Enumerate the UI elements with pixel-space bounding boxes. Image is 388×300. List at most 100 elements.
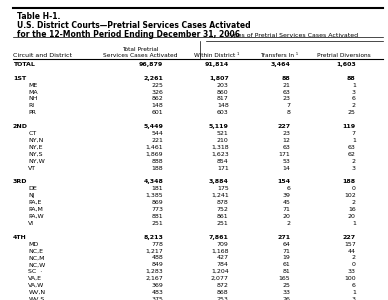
- Text: 71: 71: [282, 248, 290, 253]
- Text: 3RD: 3RD: [13, 179, 28, 184]
- Text: 221: 221: [151, 138, 163, 143]
- Text: 369: 369: [151, 283, 163, 288]
- Text: PR: PR: [28, 110, 36, 115]
- Text: Types of Pretrial Services Cases Activated: Types of Pretrial Services Cases Activat…: [227, 33, 359, 38]
- Text: 33: 33: [348, 269, 356, 274]
- Text: 88: 88: [282, 76, 290, 81]
- Text: 1,869: 1,869: [146, 152, 163, 157]
- Text: 6: 6: [286, 186, 290, 191]
- Text: 881: 881: [152, 214, 163, 219]
- Text: 63: 63: [282, 145, 290, 150]
- Text: 20: 20: [348, 214, 356, 219]
- Text: 19: 19: [282, 255, 290, 260]
- Text: 1,623: 1,623: [211, 152, 229, 157]
- Text: 102: 102: [344, 193, 356, 198]
- Text: 878: 878: [217, 200, 229, 205]
- Text: 601: 601: [152, 110, 163, 115]
- Text: 862: 862: [151, 96, 163, 101]
- Text: 1: 1: [352, 290, 356, 295]
- Text: PA,W: PA,W: [28, 214, 44, 219]
- Text: 2: 2: [352, 103, 356, 108]
- Text: 20: 20: [282, 214, 290, 219]
- Text: NH: NH: [28, 96, 38, 101]
- Text: 7: 7: [352, 131, 356, 136]
- Text: 3,464: 3,464: [270, 62, 290, 67]
- Text: 603: 603: [217, 110, 229, 115]
- Text: 148: 148: [217, 103, 229, 108]
- Text: 1,283: 1,283: [146, 269, 163, 274]
- Text: 148: 148: [151, 103, 163, 108]
- Text: 2: 2: [352, 255, 356, 260]
- Text: Within District ¹: Within District ¹: [194, 53, 240, 58]
- Text: 3: 3: [352, 297, 356, 300]
- Text: 14: 14: [282, 166, 290, 170]
- Text: Total Pretrial
Services Cases Activated: Total Pretrial Services Cases Activated: [103, 47, 177, 58]
- Text: 849: 849: [151, 262, 163, 267]
- Text: 6: 6: [352, 283, 356, 288]
- Text: 181: 181: [152, 186, 163, 191]
- Text: 25: 25: [348, 110, 356, 115]
- Text: 1: 1: [352, 221, 356, 226]
- Text: 2: 2: [352, 200, 356, 205]
- Text: 752: 752: [217, 207, 229, 212]
- Text: 119: 119: [343, 124, 356, 129]
- Text: 1,217: 1,217: [146, 248, 163, 253]
- Text: 23: 23: [282, 131, 290, 136]
- Text: 888: 888: [152, 159, 163, 164]
- Text: 1,807: 1,807: [209, 76, 229, 81]
- Text: 25: 25: [282, 283, 290, 288]
- Text: DE: DE: [28, 186, 37, 191]
- Text: 872: 872: [217, 283, 229, 288]
- Text: 817: 817: [217, 96, 229, 101]
- Text: 154: 154: [277, 179, 290, 184]
- Text: Circuit and District: Circuit and District: [13, 53, 72, 58]
- Text: 53: 53: [282, 159, 290, 164]
- Text: WV,S: WV,S: [28, 297, 45, 300]
- Text: 39: 39: [282, 193, 290, 198]
- Text: 63: 63: [282, 89, 290, 94]
- Text: 2,167: 2,167: [146, 276, 163, 281]
- Text: Pretrial Diversions: Pretrial Diversions: [317, 53, 371, 58]
- Text: 23: 23: [282, 96, 290, 101]
- Text: TOTAL: TOTAL: [13, 62, 35, 67]
- Text: U.S. District Courts—Pretrial Services Cases Activated: U.S. District Courts—Pretrial Services C…: [17, 21, 250, 30]
- Text: 81: 81: [282, 269, 290, 274]
- Text: 1: 1: [352, 82, 356, 88]
- Text: MD: MD: [28, 242, 38, 247]
- Text: 4,348: 4,348: [143, 179, 163, 184]
- Text: 5,119: 5,119: [209, 124, 229, 129]
- Text: 165: 165: [279, 276, 290, 281]
- Text: 44: 44: [348, 248, 356, 253]
- Text: 2ND: 2ND: [13, 124, 28, 129]
- Text: 1,204: 1,204: [211, 269, 229, 274]
- Text: WV,N: WV,N: [28, 290, 45, 295]
- Text: 2,261: 2,261: [143, 76, 163, 81]
- Text: 709: 709: [217, 242, 229, 247]
- Text: 488: 488: [151, 255, 163, 260]
- Text: 96,879: 96,879: [139, 62, 163, 67]
- Text: PA,M: PA,M: [28, 207, 43, 212]
- Text: 860: 860: [217, 89, 229, 94]
- Text: VA,E: VA,E: [28, 276, 42, 281]
- Text: CT: CT: [28, 131, 36, 136]
- Text: RI: RI: [28, 103, 35, 108]
- Text: 175: 175: [217, 186, 229, 191]
- Text: NY,W: NY,W: [28, 159, 45, 164]
- Text: VT: VT: [28, 166, 36, 170]
- Text: 251: 251: [151, 221, 163, 226]
- Text: 227: 227: [277, 124, 290, 129]
- Text: VA,W: VA,W: [28, 283, 45, 288]
- Text: 544: 544: [151, 131, 163, 136]
- Text: 778: 778: [151, 242, 163, 247]
- Text: NY,N: NY,N: [28, 138, 44, 143]
- Text: 1,603: 1,603: [336, 62, 356, 67]
- Text: 100: 100: [344, 276, 356, 281]
- Text: 3,884: 3,884: [209, 179, 229, 184]
- Text: 7: 7: [286, 103, 290, 108]
- Text: 210: 210: [217, 138, 229, 143]
- Text: 854: 854: [217, 159, 229, 164]
- Text: for the 12-Month Period Ending December 31, 2006: for the 12-Month Period Ending December …: [17, 30, 240, 39]
- Text: VI: VI: [28, 221, 35, 226]
- Text: 63: 63: [348, 145, 356, 150]
- Text: SC  ·: SC ·: [28, 269, 43, 274]
